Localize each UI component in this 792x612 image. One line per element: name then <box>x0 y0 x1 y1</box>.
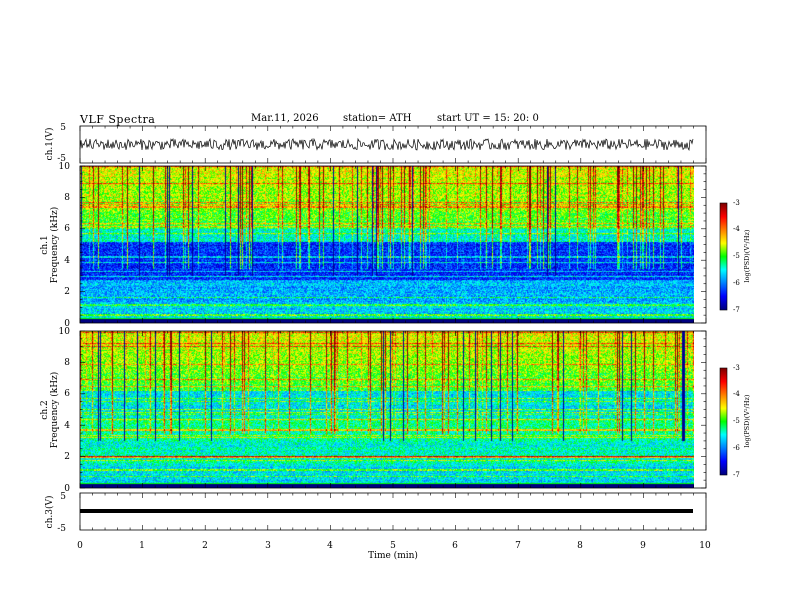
x-tick-label: 4 <box>327 541 333 551</box>
ch1-colorbar-label: log(PSD)(V²/Hz) <box>743 229 751 282</box>
x-axis-label: Time (min) <box>368 550 418 561</box>
ch1-spec-ytick: 8 <box>64 193 70 203</box>
ch1-spec-ytick: 6 <box>64 224 70 234</box>
ch1-spectrogram-frame <box>79 165 707 324</box>
ch2-spec-ytick: 6 <box>64 389 70 399</box>
ch1-ytick-min: -5 <box>57 154 66 164</box>
ch2-spectrogram-image <box>80 331 694 488</box>
ch3-ytick-max: 5 <box>60 492 66 502</box>
ch2-spec-ytick: 0 <box>64 484 70 494</box>
x-tick-label: 5 <box>390 541 396 551</box>
ch2-colorbar <box>720 368 727 475</box>
ch1-spec-ylabel-channel: ch.1 <box>40 235 50 254</box>
ch1-cbar-tick: -3 <box>733 199 740 207</box>
ch3-waveform-line <box>80 509 693 513</box>
ch2-spec-ylabel-channel: ch.2 <box>40 400 50 419</box>
x-tick-label: 7 <box>515 541 521 551</box>
start-time-label: start UT = 15: 20: 0 <box>437 113 539 124</box>
ch2-colorbar-label: log(PSD)(V²/Hz) <box>743 394 751 447</box>
ch2-spec-ytick: 8 <box>64 358 70 368</box>
ch1-cbar-tick: -7 <box>733 306 740 314</box>
ch1-waveform-line <box>79 137 694 151</box>
ch1-cbar-tick: -6 <box>733 279 740 287</box>
x-tick-label: 1 <box>139 541 145 551</box>
x-tick-label: 6 <box>452 541 458 551</box>
x-tick-label: 10 <box>699 541 711 551</box>
figure-title: VLF Spectra <box>80 113 156 126</box>
ch1-cbar-tick: -4 <box>733 225 740 233</box>
ch2-cbar-tick: -4 <box>733 390 740 398</box>
ch3-ytick-min: -5 <box>57 524 66 534</box>
ch1-spec-ytick: 10 <box>59 162 71 172</box>
ch1-spec-ytick: 4 <box>64 256 70 266</box>
ch2-cbar-tick: -5 <box>733 417 740 425</box>
ch3-waveform-ylabel: ch.3(V) <box>44 496 55 529</box>
ch1-waveform-ylabel: ch.1(V) <box>44 128 55 161</box>
ch2-cbar-tick: -6 <box>733 444 740 452</box>
ch2-cbar-tick: -3 <box>733 364 740 372</box>
ch1-colorbar <box>720 203 727 310</box>
ch1-spectrogram-image <box>80 166 694 323</box>
ch2-colorbar-frame <box>719 367 728 476</box>
date-label: Mar.11, 2026 <box>251 113 319 124</box>
x-tick-label: 9 <box>640 541 646 551</box>
ch1-spec-ytick: 2 <box>64 287 70 297</box>
station-label: station= ATH <box>343 113 412 124</box>
x-tick-label: 0 <box>77 541 83 551</box>
ch2-spec-ytick: 2 <box>64 452 70 462</box>
ch1-colorbar-frame <box>719 202 728 311</box>
ch2-spec-ytick: 10 <box>59 327 71 337</box>
ch2-spec-ytick: 4 <box>64 421 70 431</box>
ch1-ytick-max: 5 <box>60 123 66 133</box>
ch1-spec-ylabel: Frequency (kHz) <box>49 207 60 284</box>
ch1-spec-ytick: 0 <box>64 319 70 329</box>
x-tick-label: 8 <box>577 541 583 551</box>
x-tick-label: 3 <box>265 541 271 551</box>
ch2-spec-ylabel: Frequency (kHz) <box>49 372 60 449</box>
ch2-spectrogram-frame <box>79 330 707 489</box>
x-tick-label: 2 <box>202 541 208 551</box>
ch1-cbar-tick: -5 <box>733 252 740 260</box>
axis-ticks <box>79 126 707 530</box>
ch2-cbar-tick: -7 <box>733 471 740 479</box>
